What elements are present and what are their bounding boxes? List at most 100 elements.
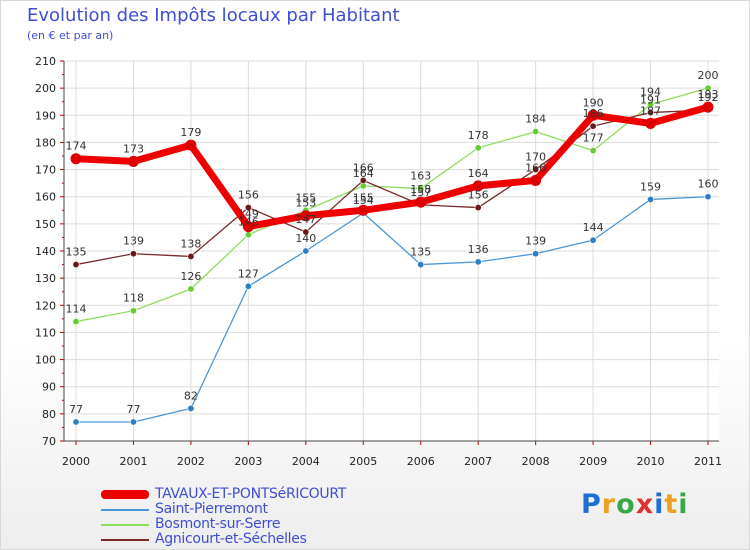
y-tick-label: 190: [35, 109, 56, 122]
y-tick-label: 140: [35, 245, 56, 258]
legend-swatch: [101, 524, 149, 526]
x-tick-label: 2010: [637, 455, 665, 468]
data-point: [302, 228, 310, 236]
data-label: 184: [525, 113, 546, 126]
legend-swatch: [101, 539, 149, 541]
data-point: [647, 195, 655, 203]
y-tick-label: 100: [35, 354, 56, 367]
data-point: [472, 180, 484, 192]
data-label: 126: [180, 270, 201, 283]
data-point: [532, 250, 540, 258]
data-label: 178: [468, 129, 489, 142]
data-point: [647, 109, 655, 117]
data-point: [129, 250, 137, 258]
legend-label: Saint-Pierremont: [155, 501, 268, 517]
x-tick-label: 2009: [579, 455, 607, 468]
x-tick-label: 2004: [292, 455, 320, 468]
data-point: [474, 258, 482, 266]
data-point: [645, 117, 657, 129]
data-label: 179: [180, 126, 201, 139]
chart-subtitle: (en € et par an): [27, 29, 114, 42]
data-point: [187, 404, 195, 412]
series-line-3: [75, 109, 709, 266]
data-label: 135: [66, 246, 87, 259]
data-label: 114: [66, 303, 87, 316]
data-point: [72, 261, 80, 269]
x-tick-label: 2006: [407, 455, 435, 468]
data-point: [72, 318, 80, 326]
data-point: [589, 147, 597, 155]
logo-letter: t: [664, 489, 679, 520]
data-label: 155: [353, 191, 374, 204]
proxiti-logo: Proxiti: [581, 489, 689, 520]
y-tick-label: 70: [42, 435, 56, 448]
data-label: 118: [123, 292, 144, 305]
data-point: [647, 100, 655, 108]
y-tick-label: 150: [35, 218, 56, 231]
data-label: 127: [238, 267, 259, 280]
data-label: 192: [698, 91, 719, 104]
x-tick-label: 2003: [234, 455, 262, 468]
data-point: [474, 204, 482, 212]
data-label: 138: [180, 237, 201, 250]
data-point: [70, 153, 82, 165]
legend-label: Bosmont-sur-Serre: [155, 516, 281, 532]
data-point: [530, 174, 542, 186]
data-point: [417, 185, 425, 193]
data-point: [532, 128, 540, 136]
data-point: [244, 204, 252, 212]
data-label: 158: [410, 183, 431, 196]
data-point: [244, 231, 252, 239]
data-label: 177: [583, 132, 604, 145]
data-point: [415, 196, 427, 208]
data-point: [474, 144, 482, 152]
data-label: 187: [640, 104, 661, 117]
data-label: 155: [295, 191, 316, 204]
series-line-1: [75, 196, 709, 423]
data-point: [417, 261, 425, 269]
data-point: [72, 418, 80, 426]
data-label: 135: [410, 246, 431, 259]
logo-letter: i: [678, 489, 689, 520]
data-point: [244, 282, 252, 290]
legend-swatch: [101, 490, 149, 499]
data-label: 156: [468, 189, 489, 202]
data-label: 154: [353, 194, 374, 207]
data-label: 146: [238, 216, 259, 229]
y-tick-label: 120: [35, 299, 56, 312]
data-label: 193: [698, 88, 719, 101]
data-point: [587, 109, 599, 121]
data-point: [302, 247, 310, 255]
data-point: [187, 285, 195, 293]
data-label: 139: [525, 235, 546, 248]
data-label: 173: [123, 142, 144, 155]
x-tick-label: 2005: [349, 455, 377, 468]
data-label: 77: [126, 403, 140, 416]
data-point: [129, 307, 137, 315]
y-tick-label: 160: [35, 191, 56, 204]
data-point: [704, 193, 712, 201]
data-label: 82: [184, 389, 198, 402]
data-label: 190: [583, 96, 604, 109]
logo-letter: i: [654, 489, 665, 520]
data-label: 139: [123, 235, 144, 248]
chart-title: Evolution des Impôts locaux par Habitant: [27, 5, 400, 26]
data-label: 164: [468, 167, 489, 180]
data-point: [589, 122, 597, 130]
data-point: [185, 139, 197, 151]
logo-letter: x: [635, 489, 655, 520]
data-label: 140: [295, 232, 316, 245]
data-label: 136: [468, 243, 489, 256]
y-tick-label: 170: [35, 164, 56, 177]
data-label: 157: [410, 186, 431, 199]
data-point: [127, 155, 139, 167]
data-label: 149: [238, 208, 259, 221]
data-label: 200: [698, 69, 719, 82]
logo-letter: o: [616, 489, 636, 520]
legend-swatch: [101, 509, 149, 511]
series-line-0: [72, 103, 712, 231]
x-tick-label: 2011: [694, 455, 722, 468]
data-label: 166: [353, 161, 374, 174]
data-label: 147: [295, 213, 316, 226]
